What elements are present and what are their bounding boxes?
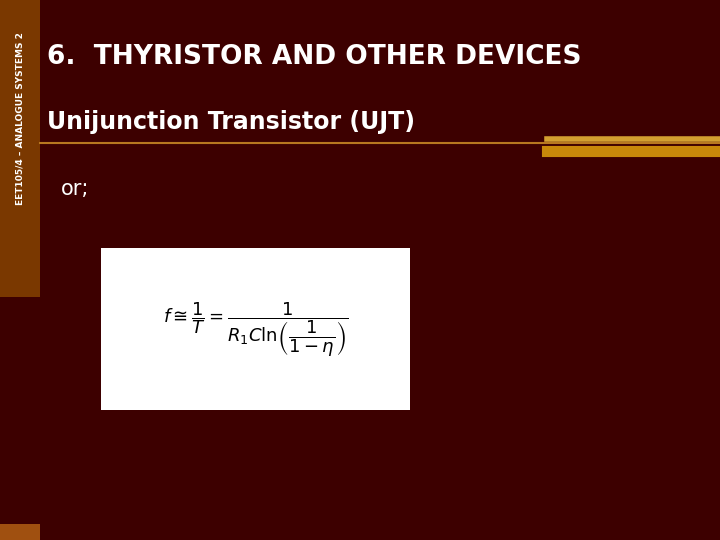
Bar xyxy=(101,248,410,410)
Text: Unijunction Transistor (UJT): Unijunction Transistor (UJT) xyxy=(47,110,415,133)
Bar xyxy=(0,0,40,297)
Text: 6.  THYRISTOR AND OTHER DEVICES: 6. THYRISTOR AND OTHER DEVICES xyxy=(47,44,581,70)
Text: EET105/4 – ANALOGUE SYSTEMS 2: EET105/4 – ANALOGUE SYSTEMS 2 xyxy=(15,32,24,205)
Bar xyxy=(0,524,40,540)
Text: $\mathit{f} \cong \dfrac{1}{T} = \dfrac{1}{R_1 C \ln\!\left(\dfrac{1}{1-\eta}\ri: $\mathit{f} \cong \dfrac{1}{T} = \dfrac{… xyxy=(163,300,348,359)
Text: or;: or; xyxy=(61,179,89,199)
